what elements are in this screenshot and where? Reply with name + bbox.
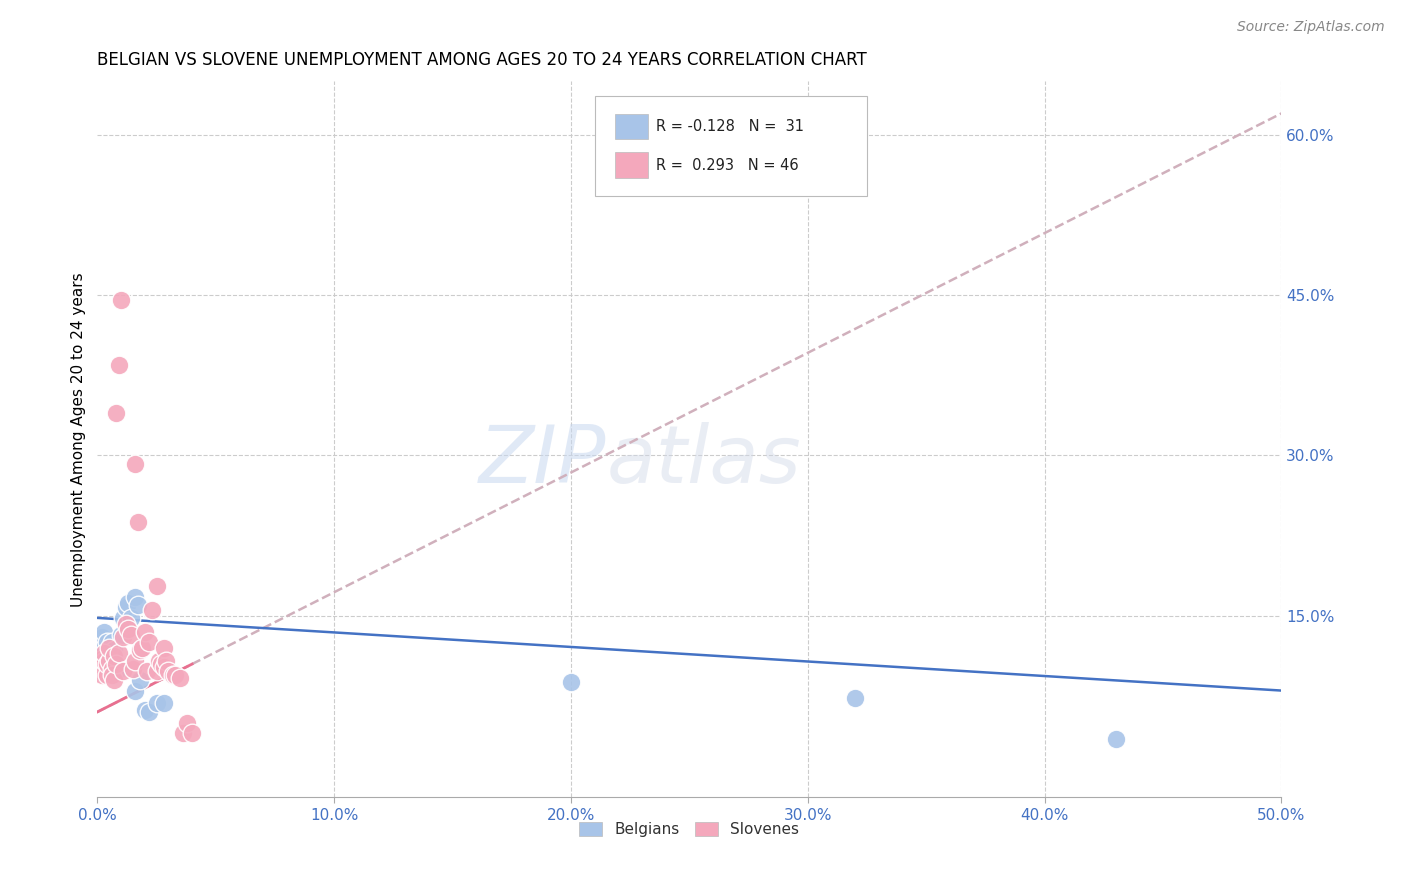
Point (110, 293, 132, 308)
Text: BELGIAN VS SLOVENE UNEMPLOYMENT AMONG AGES 20 TO 24 YEARS CORRELATION CHART: BELGIAN VS SLOVENE UNEMPLOYMENT AMONG AG… (97, 51, 868, 69)
Point (165, 667, 187, 681)
Point (98, 646, 121, 660)
Text: R = -0.128   N =  31: R = -0.128 N = 31 (657, 119, 804, 134)
Point (145, 665, 167, 679)
Point (181, 726, 204, 740)
Point (103, 643, 125, 657)
Point (124, 590, 146, 604)
Point (172, 726, 194, 740)
Point (152, 640, 174, 655)
Point (145, 697, 167, 711)
Bar (614, 153, 648, 178)
Point (131, 640, 153, 655)
Point (114, 617, 136, 632)
Point (162, 667, 184, 681)
Point (91, 646, 114, 660)
Point (560, 675, 582, 690)
Point (155, 654, 177, 668)
Point (152, 660, 174, 674)
Point (117, 622, 139, 636)
Point (169, 671, 191, 685)
Point (105, 657, 128, 671)
Point (124, 457, 146, 471)
Point (105, 665, 128, 679)
Point (157, 665, 180, 679)
Point (120, 611, 142, 625)
Point (107, 662, 129, 676)
Point (117, 596, 139, 610)
Point (100, 635, 122, 649)
Point (127, 598, 149, 612)
Point (107, 646, 129, 660)
Point (91, 630, 114, 644)
FancyBboxPatch shape (595, 95, 868, 196)
Point (96, 657, 118, 671)
Point (148, 654, 170, 668)
Point (112, 630, 135, 644)
Point (112, 665, 135, 679)
Point (150, 657, 173, 671)
Text: atlas: atlas (606, 422, 801, 500)
Point (100, 667, 122, 681)
Point (98, 662, 121, 676)
Legend: Belgians, Slovenes: Belgians, Slovenes (574, 816, 806, 844)
Point (103, 667, 125, 681)
Point (96, 667, 118, 681)
Point (103, 673, 125, 687)
Point (93, 654, 115, 668)
Point (129, 643, 152, 657)
Point (93, 640, 115, 655)
Point (134, 624, 156, 639)
Point (96, 635, 118, 649)
Point (91, 651, 114, 665)
Point (103, 649, 125, 664)
Point (114, 600, 136, 615)
Point (1104, 731, 1126, 746)
Point (120, 628, 142, 642)
Point (98, 640, 121, 655)
Point (98, 654, 121, 668)
Point (96, 651, 118, 665)
Bar (614, 113, 648, 139)
Point (134, 703, 156, 717)
Point (152, 697, 174, 711)
Point (100, 651, 122, 665)
Text: Source: ZipAtlas.com: Source: ZipAtlas.com (1237, 20, 1385, 34)
Point (844, 691, 866, 706)
Point (138, 705, 160, 719)
Point (145, 579, 167, 593)
Point (141, 603, 163, 617)
Point (105, 406, 128, 420)
Point (127, 515, 149, 529)
Text: R =  0.293   N = 46: R = 0.293 N = 46 (657, 158, 799, 173)
Point (136, 665, 159, 679)
Point (100, 662, 122, 676)
Text: ZIP: ZIP (479, 422, 606, 500)
Point (107, 358, 129, 372)
Point (122, 662, 145, 676)
Point (138, 635, 160, 649)
Point (110, 628, 132, 642)
Point (112, 611, 135, 625)
Point (93, 646, 115, 660)
Point (176, 715, 198, 730)
Point (124, 654, 146, 668)
Y-axis label: Unemployment Among Ages 20 to 24 years: Unemployment Among Ages 20 to 24 years (72, 272, 86, 607)
Point (93, 624, 115, 639)
Point (91, 667, 114, 681)
Point (129, 673, 152, 687)
Point (124, 683, 146, 698)
Point (105, 657, 128, 671)
